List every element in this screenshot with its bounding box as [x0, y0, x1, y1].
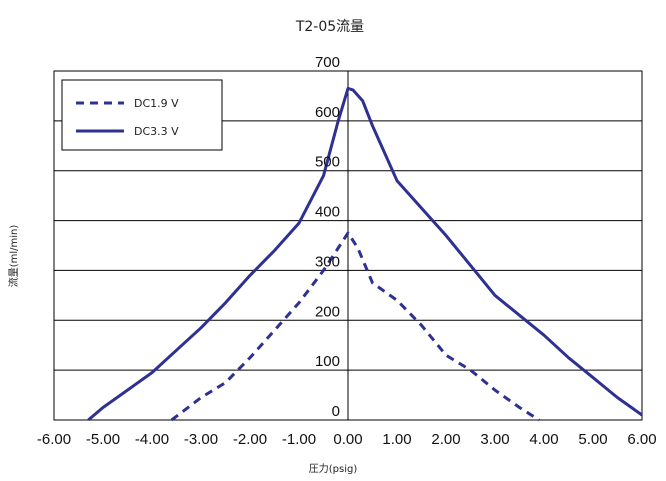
x-tick-label: 2.00	[431, 431, 460, 448]
y-tick-label: 600	[315, 104, 340, 121]
legend-label-dc33: DC3.3 V	[134, 125, 179, 138]
x-tick-label: -1.00	[282, 431, 316, 448]
legend-box	[61, 79, 223, 151]
series-line-1	[87, 86, 643, 422]
y-tick-label: 200	[315, 303, 340, 320]
y-tick-label: 300	[315, 253, 340, 270]
legend: DC1.9 V DC3.3 V	[61, 79, 223, 151]
y-axis-title: 流量(ml/min)	[7, 225, 20, 288]
legend-label-dc19: DC1.9 V	[134, 97, 179, 110]
series-lines	[87, 86, 643, 422]
x-tick-labels: -6.00 -5.00 -4.00 -3.00 -2.00 -1.00 0.00 1.00 2.…	[37, 431, 657, 448]
x-tick-label: 1.00	[382, 431, 411, 448]
x-tick-label: 6.00	[627, 431, 656, 448]
y-tick-label: 700	[315, 54, 340, 71]
x-axis-title: 圧力(psig)	[309, 462, 358, 475]
x-tick-label: 5.00	[578, 431, 607, 448]
y-tick-label: 400	[315, 204, 340, 221]
x-tick-label: -6.00	[37, 431, 71, 448]
x-tick-label: -4.00	[135, 431, 169, 448]
x-tick-label: 0.00	[333, 431, 362, 448]
y-tick-label: 0	[332, 403, 340, 420]
series-line-0	[170, 231, 540, 422]
plot-area-frame	[53, 70, 643, 421]
x-tick-label: -5.00	[86, 431, 120, 448]
y-tick-label: 500	[315, 154, 340, 171]
y-tick-label: 100	[315, 353, 340, 370]
x-tick-label: -3.00	[184, 431, 218, 448]
x-tick-label: -2.00	[233, 431, 267, 448]
y-tick-labels: 0 100 200 300 400 500 600 700	[315, 54, 340, 420]
x-tick-label: 4.00	[529, 431, 558, 448]
x-tick-label: 3.00	[480, 431, 509, 448]
chart-title: T2-05流量	[295, 19, 364, 35]
